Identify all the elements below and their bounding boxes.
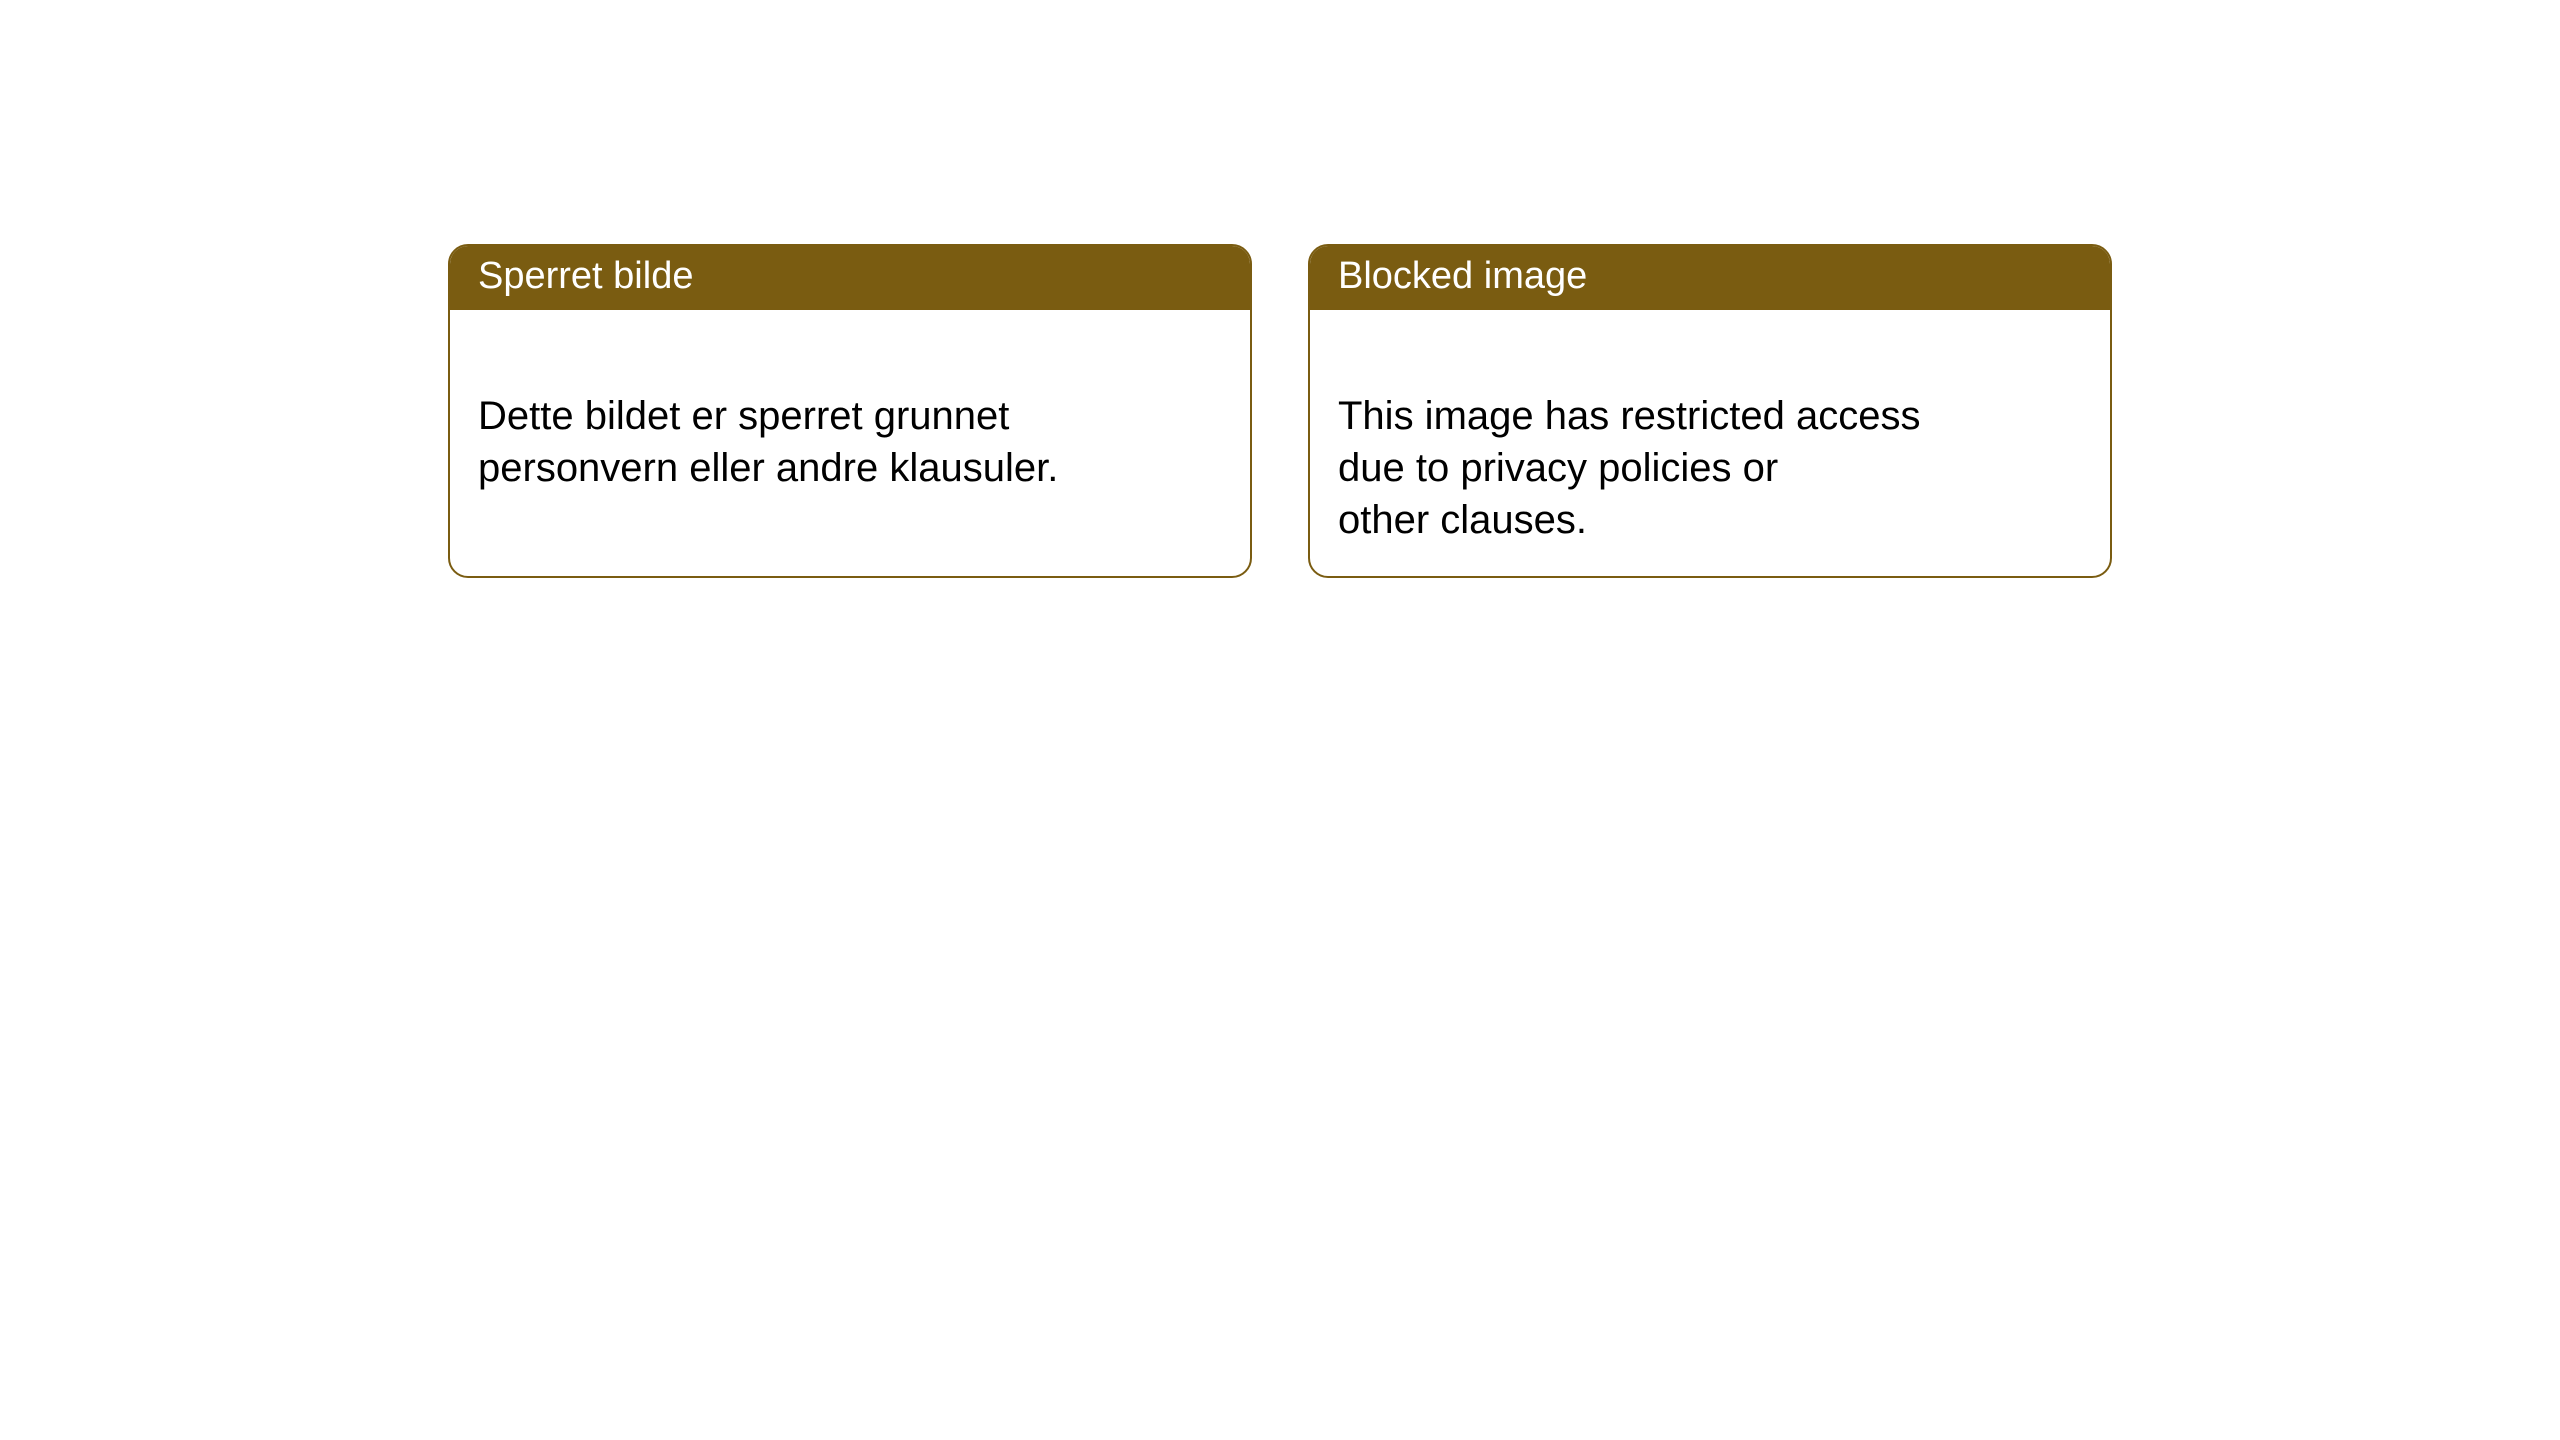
card-body-text: Dette bildet er sperret grunnet personve…: [478, 394, 1058, 490]
notice-container: Sperret bilde Dette bildet er sperret gr…: [0, 0, 2560, 578]
card-title: Blocked image: [1338, 255, 1587, 297]
card-header-en: Blocked image: [1310, 246, 2110, 310]
blocked-image-card-en: Blocked image This image has restricted …: [1308, 244, 2112, 578]
card-body-text: This image has restricted access due to …: [1338, 394, 1920, 542]
card-body-en: This image has restricted access due to …: [1310, 310, 2110, 574]
card-title: Sperret bilde: [478, 255, 693, 297]
blocked-image-card-no: Sperret bilde Dette bildet er sperret gr…: [448, 244, 1252, 578]
card-header-no: Sperret bilde: [450, 246, 1250, 310]
card-body-no: Dette bildet er sperret grunnet personve…: [450, 310, 1250, 522]
